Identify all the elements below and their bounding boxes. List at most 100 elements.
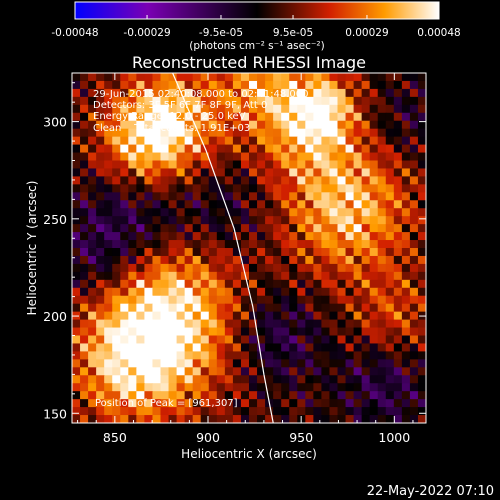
heatmap-cell — [96, 80, 105, 90]
heatmap-cell — [385, 327, 395, 337]
heatmap-cell — [112, 152, 121, 162]
heatmap-cell — [249, 104, 258, 114]
heatmap-cell — [80, 383, 89, 392]
heatmap-cell — [120, 287, 129, 297]
heatmap-cell — [208, 184, 218, 193]
heatmap-cell — [377, 367, 387, 376]
heatmap-cell — [96, 287, 105, 297]
heatmap-cell — [369, 152, 379, 162]
annotation-algorithm-counts: Clean Total counts: 1.91E+03 — [93, 123, 250, 134]
heatmap-cell — [216, 232, 226, 241]
heatmap-cell — [88, 232, 97, 241]
heatmap-cell — [337, 168, 347, 178]
heatmap-cell — [160, 136, 170, 146]
heatmap-cell — [249, 144, 258, 154]
heatmap-cell — [88, 383, 97, 392]
heatmap-cell — [385, 73, 395, 82]
heatmap-cell — [281, 399, 290, 408]
heatmap-cell — [232, 112, 242, 122]
heatmap-cell — [152, 112, 162, 122]
heatmap-cell — [112, 311, 121, 321]
heatmap-cell — [409, 415, 419, 423]
heatmap-cell — [120, 80, 129, 90]
heatmap-cell — [128, 216, 137, 225]
heatmap-cell — [200, 359, 210, 368]
heatmap-cell — [377, 319, 387, 329]
heatmap-cell — [321, 255, 331, 265]
heatmap-cell — [257, 240, 266, 249]
heatmap-cell — [80, 88, 89, 98]
heatmap-cell — [224, 415, 234, 423]
heatmap-cell — [345, 160, 355, 170]
heatmap-cell — [401, 359, 411, 368]
heatmap-cell — [240, 104, 250, 114]
heatmap-cell — [208, 263, 218, 273]
heatmap-cell — [112, 200, 121, 209]
heatmap-cell — [305, 144, 314, 154]
heatmap-cell — [401, 160, 411, 170]
heatmap-cell — [385, 359, 395, 368]
heatmap-cell — [136, 73, 146, 82]
heatmap-cell — [120, 279, 129, 289]
heatmap-cell — [289, 240, 298, 249]
heatmap-cell — [96, 263, 105, 273]
heatmap-cell — [224, 279, 234, 289]
heatmap-cell — [297, 104, 306, 114]
heatmap-cell — [361, 399, 371, 408]
heatmap-cell — [120, 104, 129, 114]
heatmap-cell — [136, 128, 146, 138]
heatmap-cell — [88, 152, 97, 162]
heatmap-cell — [120, 415, 129, 423]
heatmap-cell — [401, 263, 411, 273]
heatmap-cell — [232, 351, 242, 360]
heatmap-cell — [273, 240, 282, 249]
heatmap-cell — [265, 104, 274, 114]
heatmap-cell — [265, 208, 274, 217]
heatmap-cell — [144, 192, 154, 201]
heatmap-cell — [385, 383, 395, 392]
heatmap-cell — [216, 224, 226, 233]
heatmap-cell — [72, 73, 81, 82]
heatmap-cell — [216, 279, 226, 289]
heatmap-cell — [265, 303, 274, 313]
heatmap-cell — [249, 176, 258, 185]
annotation-detectors: Detectors: 3F 5F 6F 7F 8F 9F, Att 0 — [93, 100, 267, 111]
heatmap-cell — [345, 144, 355, 154]
heatmap-cell — [200, 367, 210, 376]
heatmap-cell — [345, 96, 355, 106]
heatmap-cell — [240, 263, 250, 273]
heatmap-cell — [240, 168, 250, 178]
heatmap-cell — [257, 144, 266, 154]
heatmap-cell — [80, 399, 89, 408]
heatmap-cell — [200, 80, 210, 90]
heatmap-cell — [168, 287, 178, 297]
heatmap-cell — [240, 351, 250, 360]
heatmap-cell — [144, 311, 154, 321]
heatmap-cell — [192, 152, 202, 162]
heatmap-cell — [265, 168, 274, 178]
heatmap-cell — [329, 152, 339, 162]
heatmap-cell — [353, 271, 363, 281]
heatmap-cell — [281, 224, 290, 233]
heatmap-cell — [377, 375, 387, 384]
heatmap-cell — [417, 136, 426, 146]
heatmap-cell — [136, 168, 146, 178]
heatmap-cell — [321, 232, 331, 241]
heatmap-cell — [337, 375, 347, 384]
heatmap-cell — [257, 88, 266, 98]
heatmap-cell — [393, 255, 403, 265]
heatmap-cell — [361, 335, 371, 345]
heatmap-cell — [216, 144, 226, 154]
heatmap-cell — [321, 311, 331, 321]
heatmap-cell — [273, 383, 282, 392]
heatmap-cell — [369, 232, 379, 241]
heatmap-cell — [385, 255, 395, 265]
heatmap-cell — [160, 279, 170, 289]
heatmap-cell — [72, 200, 81, 209]
heatmap-cell — [337, 144, 347, 154]
heatmap-cell — [313, 184, 323, 193]
heatmap-cell — [393, 319, 403, 329]
y-tick-label: 300 — [43, 115, 67, 130]
heatmap-cell — [313, 240, 323, 249]
heatmap-cell — [144, 359, 154, 368]
